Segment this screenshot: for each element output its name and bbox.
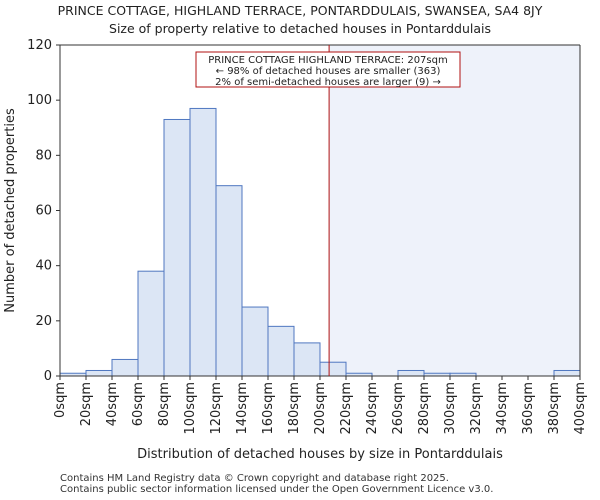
histogram-bar <box>85 369 113 377</box>
annotation-line: 2% of semi-detached houses are larger (9… <box>215 77 441 88</box>
x-tick-label: 380sqm <box>547 382 562 435</box>
histogram-bar <box>163 118 191 377</box>
x-tick-label: 320sqm <box>469 382 484 435</box>
histogram-bar <box>215 185 243 377</box>
x-tick-label: 40sqm <box>105 382 120 426</box>
histogram-bar <box>553 369 581 377</box>
chart-title: PRINCE COTTAGE, HIGHLAND TERRACE, PONTAR… <box>57 3 543 18</box>
x-tick-label: 180sqm <box>287 382 302 435</box>
y-tick-label: 120 <box>27 38 52 53</box>
y-tick-label: 0 <box>44 369 52 384</box>
x-axis-label: Distribution of detached houses by size … <box>137 447 503 462</box>
x-tick-label: 280sqm <box>417 382 432 435</box>
footer-line-2: Contains public sector information licen… <box>60 484 494 495</box>
x-tick-label: 160sqm <box>261 382 276 435</box>
x-tick-label: 260sqm <box>391 382 406 435</box>
x-tick-label: 240sqm <box>365 382 380 435</box>
x-tick-label: 120sqm <box>209 382 224 435</box>
x-tick-label: 400sqm <box>573 382 588 435</box>
histogram-bar <box>397 369 425 377</box>
y-tick-label: 40 <box>35 259 52 274</box>
annotation-box <box>195 51 461 88</box>
x-tick-label: 360sqm <box>521 382 536 435</box>
histogram-bar <box>267 325 295 377</box>
chart-subtitle: Size of property relative to detached ho… <box>109 21 491 36</box>
x-tick-label: 0sqm <box>53 382 68 418</box>
histogram-bar <box>137 270 165 377</box>
x-tick-label: 60sqm <box>131 382 146 426</box>
y-axis-label: Number of detached properties <box>3 108 18 313</box>
x-tick-label: 80sqm <box>157 382 172 426</box>
larger-region-shade <box>329 45 580 376</box>
y-tick-label: 80 <box>35 148 52 163</box>
y-tick-label: 60 <box>35 204 52 219</box>
y-tick-label: 100 <box>27 93 52 108</box>
histogram-bar <box>111 358 139 377</box>
x-tick-label: 340sqm <box>495 382 510 435</box>
annotation-line: PRINCE COTTAGE HIGHLAND TERRACE: 207sqm <box>208 55 447 66</box>
histogram-bar <box>241 306 269 377</box>
histogram-bar <box>319 361 347 377</box>
x-tick-label: 300sqm <box>443 382 458 435</box>
histogram-bar <box>293 342 321 377</box>
annotation-line: ← 98% of detached houses are smaller (36… <box>216 66 441 77</box>
x-tick-label: 140sqm <box>235 382 250 435</box>
histogram-bar <box>189 107 217 377</box>
x-tick-label: 220sqm <box>339 382 354 435</box>
y-tick-label: 20 <box>35 314 52 329</box>
x-tick-label: 100sqm <box>183 382 198 435</box>
footer-line-1: Contains HM Land Registry data © Crown c… <box>60 473 449 484</box>
x-tick-label: 20sqm <box>79 382 94 426</box>
x-tick-label: 200sqm <box>313 382 328 435</box>
